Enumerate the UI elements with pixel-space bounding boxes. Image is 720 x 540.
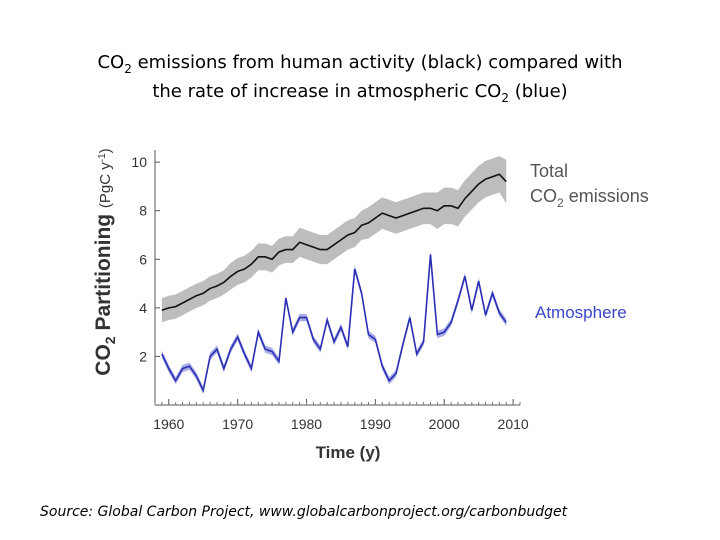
uncertainty-band — [161, 250, 507, 395]
x-tick-label: 1990 — [360, 416, 391, 432]
series-label: Total — [530, 161, 568, 181]
y-label-part: -1 — [97, 153, 108, 162]
series-label-part: CO — [530, 186, 557, 206]
y-tick-label: 2 — [139, 348, 147, 364]
y-tick-label: 10 — [131, 154, 147, 170]
x-tick-label: 2000 — [429, 416, 460, 432]
series-label-part: emissions — [564, 186, 649, 206]
chart-title-line: CO2 emissions from human activity (black… — [97, 52, 622, 76]
source-note: Source: Global Carbon Project, www.globa… — [40, 504, 568, 520]
title-part: the rate of increase in atmospheric CO — [152, 81, 501, 102]
series-line — [161, 254, 507, 393]
title-part: 2 — [124, 62, 132, 76]
x-axis-label: Time (y) — [316, 443, 381, 462]
y-label-part: ) — [97, 148, 114, 153]
y-label-part: Partitioning — [92, 208, 115, 336]
x-tick-label: 1980 — [291, 416, 322, 432]
title-part: (blue) — [509, 81, 568, 102]
title-part: 2 — [501, 91, 509, 105]
y-tick-label: 8 — [139, 203, 147, 219]
series-label: CO2 emissions — [530, 186, 649, 210]
y-tick-label: 4 — [139, 300, 147, 316]
y-tick-label: 6 — [139, 251, 147, 267]
title-part: emissions from human activity (black) co… — [132, 52, 623, 73]
x-tick-label: 1970 — [222, 416, 253, 432]
chart-title-line: the rate of increase in atmospheric CO2 … — [152, 81, 567, 105]
series-line — [161, 173, 507, 312]
y-axis-label: CO2 Partitioning (PgC y-1) — [92, 148, 118, 375]
y-label-part: CO — [92, 344, 115, 376]
x-tick-label: 1960 — [153, 416, 184, 432]
series-label-part: 2 — [557, 196, 564, 210]
series-label: Atmosphere — [535, 303, 627, 322]
uncertainty-band — [161, 156, 507, 323]
y-label-part: (PgC y — [97, 162, 114, 208]
x-tick-label: 2010 — [498, 416, 529, 432]
y-label-part: 2 — [102, 336, 118, 344]
title-part: CO — [97, 52, 124, 73]
